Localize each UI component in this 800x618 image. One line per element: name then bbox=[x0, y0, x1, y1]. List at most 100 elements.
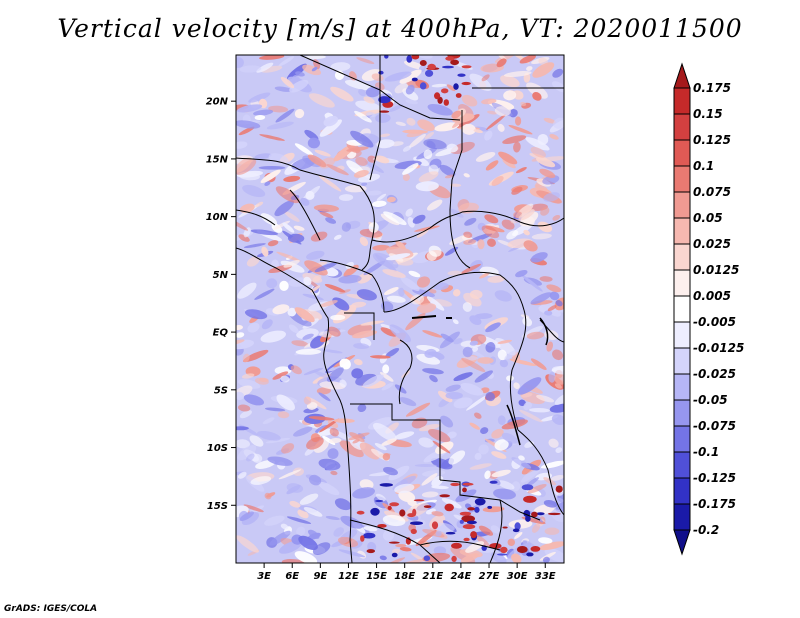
colorbar-swatch bbox=[673, 503, 691, 531]
field-blob-strong bbox=[536, 512, 545, 516]
field-blob bbox=[291, 75, 300, 84]
field-blob-strong bbox=[516, 546, 528, 553]
field-blob bbox=[266, 121, 294, 130]
field-blob bbox=[337, 536, 359, 548]
field-blob bbox=[426, 296, 445, 311]
field-blob bbox=[303, 507, 323, 517]
field-blob bbox=[383, 466, 398, 476]
field-blob bbox=[236, 157, 252, 173]
colorbar-label: -0.0125 bbox=[693, 341, 744, 355]
field-blob bbox=[549, 291, 560, 301]
field-blob bbox=[294, 108, 305, 119]
field-blob bbox=[383, 286, 399, 296]
colorbar-label: 0.175 bbox=[693, 81, 731, 95]
field-blob bbox=[241, 511, 260, 526]
field-blob-strong bbox=[461, 65, 472, 69]
field-blob bbox=[511, 457, 532, 469]
field-blob bbox=[307, 529, 320, 539]
field-blob bbox=[274, 200, 294, 217]
field-blob bbox=[525, 137, 550, 151]
field-blob-strong bbox=[379, 110, 390, 113]
field-blob bbox=[421, 473, 438, 486]
field-blob bbox=[487, 238, 496, 247]
field-blob bbox=[473, 129, 483, 134]
field-blob bbox=[329, 427, 339, 437]
field-blob bbox=[549, 403, 564, 413]
field-blob bbox=[334, 498, 352, 511]
field-blob bbox=[502, 135, 527, 144]
field-blob bbox=[236, 439, 250, 449]
field-blob-strong bbox=[450, 59, 459, 66]
field-blob-strong bbox=[444, 503, 454, 512]
field-blob bbox=[250, 476, 272, 485]
field-blob bbox=[418, 437, 434, 448]
field-blob-strong bbox=[462, 482, 474, 486]
field-blob bbox=[298, 535, 318, 551]
field-blob bbox=[529, 407, 550, 413]
field-blob bbox=[404, 60, 425, 70]
field-blob bbox=[552, 68, 564, 78]
colorbar-swatch bbox=[673, 399, 691, 427]
colorbar-swatch bbox=[673, 113, 691, 141]
field-blob bbox=[236, 391, 245, 401]
field-blob bbox=[423, 149, 433, 160]
field-blob bbox=[437, 390, 453, 403]
field-blob-strong bbox=[487, 505, 493, 509]
field-blob-strong bbox=[455, 93, 462, 98]
field-blob bbox=[543, 192, 560, 202]
field-blob bbox=[372, 252, 399, 269]
field-blob-strong bbox=[406, 55, 413, 63]
field-blob bbox=[352, 330, 378, 339]
field-blob bbox=[351, 368, 364, 379]
field-blob bbox=[289, 79, 309, 93]
field-blob-strong bbox=[502, 526, 508, 529]
colorbar-swatch bbox=[673, 295, 691, 323]
lat-tick-label: 10N bbox=[206, 212, 229, 223]
field-blob-strong bbox=[461, 81, 471, 86]
field-blob bbox=[518, 399, 526, 407]
field-blob bbox=[333, 418, 355, 424]
lat-tick-label: 5N bbox=[213, 270, 229, 281]
field-blob bbox=[383, 211, 407, 226]
field-blob-strong bbox=[410, 528, 417, 535]
field-blob bbox=[295, 348, 322, 355]
field-blob bbox=[276, 394, 295, 411]
field-blob bbox=[275, 108, 295, 123]
field-blob bbox=[237, 404, 251, 412]
field-blob bbox=[329, 437, 342, 444]
field-blob bbox=[237, 282, 257, 299]
field-blob bbox=[266, 278, 278, 289]
field-blob bbox=[453, 372, 473, 382]
field-blob bbox=[260, 169, 281, 184]
field-blob bbox=[475, 534, 490, 547]
lon-tick-label: 24E bbox=[451, 571, 472, 582]
field-blob bbox=[242, 353, 250, 363]
field-blob bbox=[543, 499, 558, 508]
field-blob bbox=[465, 541, 485, 553]
field-blob bbox=[540, 207, 550, 216]
field-blob bbox=[530, 358, 547, 370]
field-blob bbox=[241, 373, 255, 379]
field-blob bbox=[500, 75, 520, 88]
field-blob bbox=[379, 555, 387, 561]
field-blob-strong bbox=[441, 88, 449, 94]
field-blob bbox=[415, 181, 439, 192]
field-blob bbox=[307, 154, 327, 168]
colorbar-swatch bbox=[673, 373, 691, 401]
field-blob bbox=[303, 396, 312, 405]
field-blob bbox=[330, 470, 338, 476]
field-blob bbox=[381, 438, 397, 446]
field-blob bbox=[460, 263, 481, 274]
field-blob bbox=[302, 333, 314, 340]
field-blob bbox=[242, 184, 266, 198]
field-blob bbox=[264, 181, 271, 186]
field-blob bbox=[316, 387, 331, 395]
field-blob bbox=[395, 121, 406, 127]
field-blob bbox=[461, 357, 486, 372]
colorbar-bottom-arrow bbox=[673, 529, 691, 556]
field-blob bbox=[428, 429, 451, 443]
field-blob bbox=[497, 415, 506, 425]
field-blob bbox=[449, 234, 470, 245]
field-blob bbox=[264, 492, 272, 500]
field-blob bbox=[395, 544, 407, 548]
